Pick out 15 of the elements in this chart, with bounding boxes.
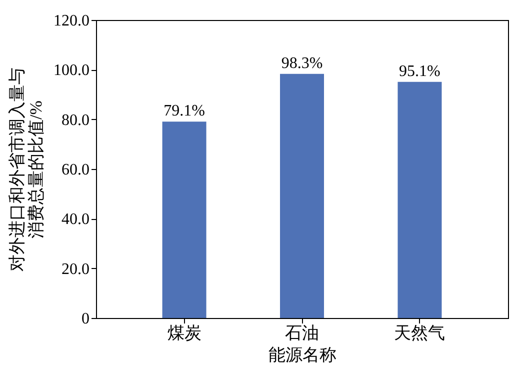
y-tick-label: 120.0	[54, 12, 90, 30]
y-tick-label: 100.0	[54, 62, 90, 80]
x-axis-title: 能源名称	[268, 346, 336, 364]
y-axis-title: 对外进口和外省市调入量与消费总量的比值/%	[8, 68, 46, 272]
x-tick-label: 天然气	[394, 324, 446, 342]
y-tick-label: 40.0	[62, 211, 90, 228]
x-tick-label: 石油	[285, 324, 319, 342]
y-tick-label: 20.0	[62, 260, 90, 278]
data-label: 95.1%	[399, 62, 440, 80]
data-label: 79.1%	[164, 102, 205, 120]
x-tick-label: 煤炭	[167, 324, 202, 342]
y-tick-label: 60.0	[62, 162, 90, 178]
y-tick-label: 80.0	[62, 112, 90, 129]
y-tick-label: 0	[82, 310, 90, 328]
data-label: 98.3%	[281, 54, 323, 72]
